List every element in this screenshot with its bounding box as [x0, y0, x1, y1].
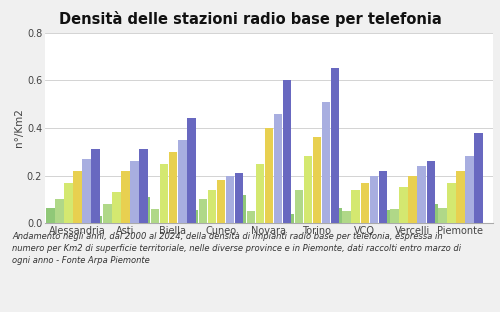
Text: Densità delle stazioni radio base per telefonia: Densità delle stazioni radio base per te… [58, 11, 442, 27]
Bar [382, 210, 390, 223]
Bar [370, 175, 378, 223]
Bar [92, 149, 100, 223]
Bar [466, 157, 474, 223]
Bar [190, 210, 198, 223]
Bar [226, 175, 234, 223]
Bar [46, 207, 54, 223]
Bar [334, 207, 342, 223]
Bar [256, 163, 264, 223]
Bar [187, 119, 196, 223]
Bar [400, 188, 408, 223]
Bar [283, 80, 292, 223]
Bar [139, 149, 147, 223]
Bar [286, 214, 294, 223]
Bar [112, 192, 120, 223]
Text: Andamento negli anni, dal 2000 al 2024, della densità di impianti radio base per: Andamento negli anni, dal 2000 al 2024, … [12, 232, 462, 265]
Bar [418, 166, 426, 223]
Bar [426, 161, 435, 223]
Bar [55, 199, 64, 223]
Bar [330, 68, 340, 223]
Bar [238, 195, 246, 223]
Bar [342, 211, 351, 223]
Bar [199, 199, 207, 223]
Bar [390, 209, 399, 223]
Bar [352, 190, 360, 223]
Bar [265, 128, 274, 223]
Bar [94, 216, 102, 223]
Bar [378, 171, 387, 223]
Bar [246, 211, 255, 223]
Bar [312, 137, 321, 223]
Y-axis label: n°/Km2: n°/Km2 [14, 109, 24, 147]
Bar [82, 159, 91, 223]
Bar [208, 190, 216, 223]
Bar [217, 180, 226, 223]
Bar [322, 102, 330, 223]
Bar [304, 157, 312, 223]
Bar [456, 171, 465, 223]
Bar [130, 161, 138, 223]
Bar [448, 183, 456, 223]
Bar [438, 207, 446, 223]
Bar [73, 171, 82, 223]
Bar [474, 133, 483, 223]
Bar [429, 204, 438, 223]
Bar [64, 183, 72, 223]
Bar [169, 152, 177, 223]
Bar [360, 183, 369, 223]
Bar [178, 140, 186, 223]
Bar [103, 204, 112, 223]
Bar [274, 114, 282, 223]
Bar [408, 175, 417, 223]
Bar [151, 209, 160, 223]
Bar [235, 173, 244, 223]
Bar [294, 190, 303, 223]
Bar [142, 197, 150, 223]
Bar [160, 163, 168, 223]
Bar [121, 171, 130, 223]
